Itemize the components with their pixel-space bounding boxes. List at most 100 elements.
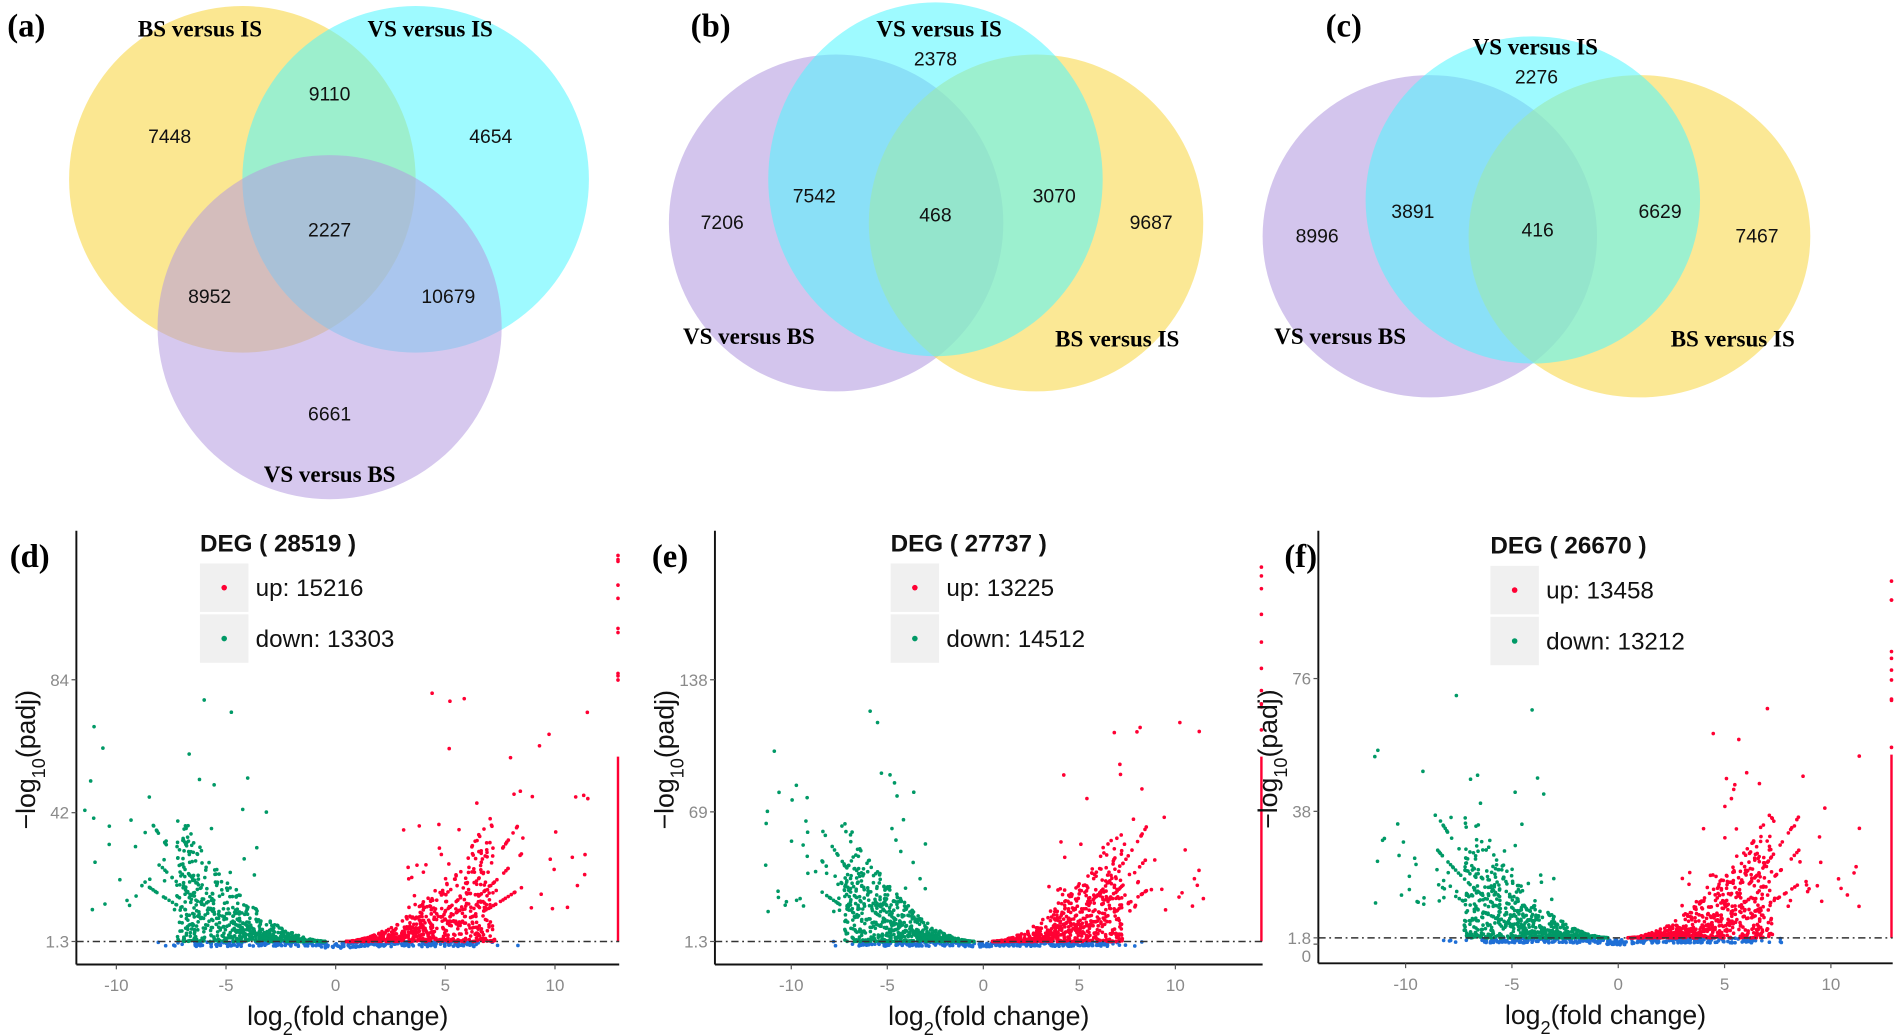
point-up: [1061, 917, 1066, 921]
point-up: [468, 909, 473, 913]
point-down: [941, 931, 946, 936]
point-up: [1259, 702, 1264, 706]
point-not-significant: [866, 942, 871, 947]
point-not-significant: [271, 944, 276, 948]
point-up: [1066, 938, 1070, 943]
point-down: [1551, 933, 1555, 937]
point-down: [1464, 825, 1468, 829]
point-down: [918, 916, 922, 921]
point-down: [254, 911, 259, 916]
point-down: [849, 926, 853, 931]
point-down: [820, 860, 825, 864]
point-down: [133, 844, 138, 849]
point-not-significant: [989, 944, 994, 948]
point-down: [212, 782, 216, 787]
point-up: [1127, 872, 1132, 877]
point-up: [1062, 855, 1067, 860]
point-up: [488, 920, 493, 924]
point-up: [616, 553, 620, 558]
point-up: [1098, 854, 1103, 859]
point-down: [1527, 930, 1532, 934]
point-not-significant: [451, 944, 456, 948]
point-up: [436, 914, 440, 919]
x-tick-label: 0: [331, 976, 340, 995]
point-not-significant: [1033, 943, 1037, 948]
point-down: [851, 884, 856, 889]
point-down: [162, 878, 167, 883]
point-down: [889, 933, 893, 938]
point-down: [1526, 881, 1531, 886]
point-up: [1117, 936, 1122, 941]
point-up: [529, 905, 534, 910]
point-up: [474, 882, 479, 887]
point-down: [1433, 813, 1438, 818]
point-down: [156, 831, 161, 835]
point-down: [848, 833, 853, 837]
point-down: [1407, 874, 1412, 879]
point-down: [200, 883, 204, 887]
point-down: [1557, 932, 1562, 936]
point-down: [278, 930, 283, 935]
point-down: [1505, 869, 1509, 874]
point-down: [228, 930, 233, 935]
point-up: [424, 929, 429, 934]
point-down: [1486, 904, 1491, 909]
point-down: [214, 922, 219, 927]
point-not-significant: [1596, 941, 1600, 946]
point-down: [1448, 862, 1453, 867]
point-down: [1518, 918, 1523, 923]
point-down: [772, 749, 777, 753]
point-not-significant: [1656, 939, 1661, 944]
point-up: [1073, 928, 1078, 933]
point-down: [1502, 919, 1506, 924]
point-down: [187, 923, 191, 927]
point-up: [1084, 893, 1089, 898]
point-up: [1093, 887, 1098, 892]
point-down: [222, 916, 227, 921]
point-not-significant: [1132, 944, 1137, 948]
point-up: [1190, 904, 1195, 908]
point-up: [440, 888, 445, 893]
point-down: [1481, 923, 1485, 927]
point-down: [831, 898, 836, 903]
point-up: [1119, 905, 1124, 910]
point-up: [1124, 857, 1128, 862]
point-down: [1533, 898, 1537, 903]
point-down: [824, 864, 829, 868]
point-down: [195, 887, 200, 892]
point-down: [908, 930, 912, 935]
point-up: [419, 925, 424, 929]
point-down: [934, 934, 939, 939]
point-down: [107, 824, 112, 828]
point-down: [930, 931, 935, 936]
point-down: [134, 894, 138, 898]
point-down: [93, 860, 97, 865]
point-down: [921, 920, 926, 925]
point-down: [1476, 823, 1481, 827]
panel-label-b: (b): [691, 8, 731, 44]
legend-down-dot: [221, 635, 227, 642]
point-down: [798, 896, 802, 901]
point-up: [503, 842, 508, 846]
point-up: [1031, 924, 1036, 929]
point-not-significant: [984, 944, 989, 949]
point-down: [857, 894, 862, 899]
point-down: [208, 928, 213, 933]
point-down: [1551, 920, 1555, 925]
point-down: [854, 937, 858, 942]
point-up: [582, 872, 587, 877]
point-down: [1491, 904, 1496, 909]
point-down: [185, 835, 190, 839]
point-down: [242, 912, 247, 917]
point-up: [1101, 916, 1106, 920]
point-down: [847, 888, 851, 893]
point-down: [1472, 902, 1477, 906]
point-down: [938, 929, 942, 933]
point-up: [548, 857, 553, 862]
point-down: [858, 927, 862, 932]
point-not-significant: [1618, 942, 1622, 947]
venn-b: (b) VS versus IS VS versus BS BS versus …: [668, 2, 1204, 392]
point-down: [1485, 897, 1490, 901]
point-not-significant: [1598, 939, 1603, 943]
point-up: [381, 932, 386, 937]
